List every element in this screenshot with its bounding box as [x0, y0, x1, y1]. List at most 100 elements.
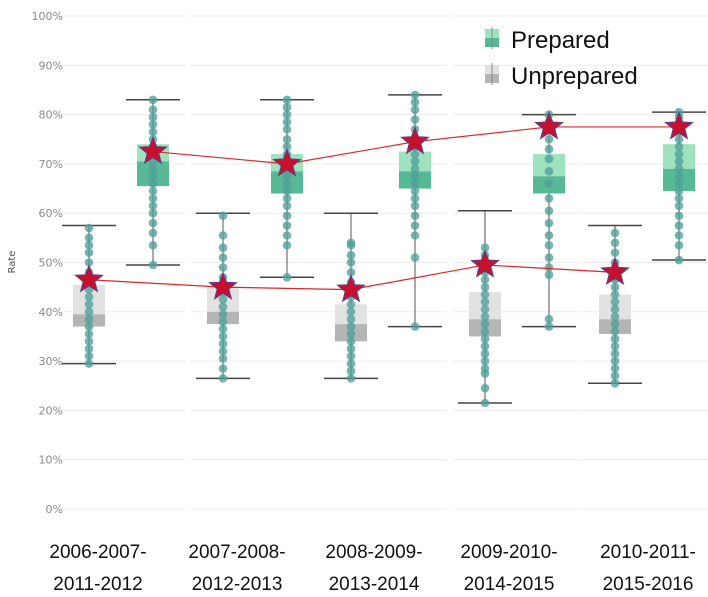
legend-item-unprepared: Unprepared — [485, 63, 638, 90]
mean-star-marker — [138, 135, 168, 165]
data-point — [148, 186, 158, 196]
data-point — [544, 154, 554, 164]
data-point — [282, 125, 292, 134]
data-point — [346, 258, 356, 267]
y-tick-label: 30% — [39, 355, 63, 368]
data-point — [544, 231, 554, 240]
data-point — [410, 201, 420, 211]
data-point — [544, 322, 554, 331]
data-point — [282, 134, 292, 144]
y-tick-label: 60% — [39, 207, 63, 220]
data-point — [480, 243, 490, 253]
data-point — [674, 157, 684, 166]
data-point — [610, 238, 620, 248]
data-point — [410, 115, 420, 124]
data-point — [148, 95, 158, 105]
x-axis-label: 2014-2015 — [464, 574, 555, 595]
data-point — [148, 260, 158, 270]
data-point — [84, 337, 94, 346]
data-point — [84, 300, 94, 309]
legend-item-prepared: Prepared — [485, 27, 610, 54]
data-point — [544, 166, 554, 176]
data-point — [480, 282, 490, 292]
data-point — [218, 374, 228, 383]
x-axis-label: 2013-2014 — [329, 574, 420, 595]
data-point — [346, 344, 356, 354]
y-tick-label: 90% — [39, 59, 63, 72]
data-point — [346, 307, 356, 317]
data-point — [346, 329, 356, 339]
data-point — [346, 322, 356, 331]
box-plot-series — [62, 90, 706, 408]
data-point — [610, 248, 620, 257]
y-axis-title: Rate — [7, 251, 18, 274]
data-point — [218, 302, 228, 312]
data-point — [148, 105, 158, 114]
data-point — [610, 290, 620, 299]
data-point — [148, 240, 158, 250]
data-point — [674, 201, 684, 211]
data-point — [610, 334, 620, 344]
data-point — [610, 312, 620, 322]
data-point — [410, 211, 420, 220]
data-point — [346, 300, 356, 309]
data-point — [84, 240, 94, 250]
data-point — [148, 179, 158, 188]
data-point — [346, 238, 356, 248]
x-axis-label: 2006-2007- — [49, 542, 146, 563]
y-axis-ticks: 0% 10% 20% 30% 40% 50% 60% 70% 80% 90% 100% — [32, 10, 63, 516]
data-point — [282, 211, 292, 220]
data-point — [218, 309, 228, 319]
data-point — [410, 90, 420, 100]
data-point — [410, 322, 420, 331]
data-point — [282, 95, 292, 105]
data-point — [544, 240, 554, 250]
data-point — [410, 97, 420, 107]
data-point — [346, 268, 356, 277]
data-point — [282, 171, 292, 181]
mean-star-marker — [470, 249, 500, 278]
data-point — [218, 339, 228, 349]
data-point — [410, 194, 420, 203]
data-point — [610, 297, 620, 307]
data-point — [84, 322, 94, 331]
data-point — [410, 221, 420, 230]
mean-star-marker — [272, 148, 302, 177]
data-point — [410, 171, 420, 181]
data-point — [610, 378, 620, 388]
data-point — [148, 208, 158, 218]
data-point — [610, 319, 620, 329]
mean-star-marker — [400, 126, 430, 155]
data-point — [84, 292, 94, 302]
data-point — [610, 371, 620, 381]
data-point — [84, 248, 94, 257]
y-tick-label: 50% — [39, 257, 63, 270]
data-point — [674, 149, 684, 159]
data-point — [410, 253, 420, 262]
data-point — [346, 351, 356, 361]
data-point — [84, 223, 94, 233]
x-axis-labels: 2006-2007- 2011-2012 2007-2008- 2012-2013 20… — [49, 542, 695, 595]
data-point — [282, 142, 292, 151]
data-point — [410, 186, 420, 196]
x-axis-label: 2015-2016 — [603, 574, 694, 595]
data-point — [84, 344, 94, 354]
data-point — [610, 342, 620, 351]
data-point — [346, 359, 356, 368]
data-point — [480, 342, 490, 351]
data-point — [544, 206, 554, 216]
data-point — [282, 186, 292, 196]
data-point — [148, 120, 158, 129]
x-axis-label: 2009-2010- — [460, 542, 557, 563]
data-point — [346, 314, 356, 324]
y-tick-label: 10% — [39, 454, 63, 467]
data-point — [480, 356, 490, 366]
mean-star-marker — [208, 271, 238, 300]
data-point — [84, 258, 94, 267]
data-point — [282, 194, 292, 203]
data-point — [218, 263, 228, 272]
data-point — [544, 263, 554, 272]
data-point — [84, 359, 94, 368]
data-point — [218, 346, 228, 356]
data-point — [346, 366, 356, 376]
